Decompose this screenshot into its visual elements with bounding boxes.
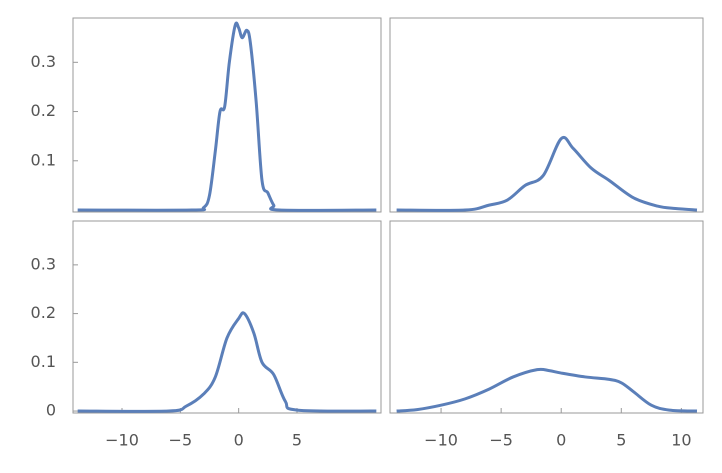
density-line xyxy=(77,21,377,212)
density-line xyxy=(396,136,698,212)
y-tick-label: 0.2 xyxy=(31,303,56,322)
y-tick-label: 0.3 xyxy=(31,52,56,71)
y-tick-label: 0.1 xyxy=(31,150,56,169)
y-tick-label: 0.2 xyxy=(31,101,56,120)
density-line xyxy=(77,311,377,413)
x-tick-label: 5 xyxy=(616,431,626,450)
panel-frame xyxy=(72,220,382,414)
panel-frame xyxy=(389,17,704,213)
x-tick-label: 0 xyxy=(556,431,566,450)
y-tick-label: 0 xyxy=(46,401,56,420)
x-tick-label: −5 xyxy=(489,431,513,450)
x-tick-label: 10 xyxy=(671,431,691,450)
density-line xyxy=(396,367,698,413)
x-tick-label: 0 xyxy=(234,431,244,450)
x-tick-label: 5 xyxy=(292,431,302,450)
y-tick-label: 0.1 xyxy=(31,352,56,371)
x-tick-label: −10 xyxy=(424,431,458,450)
x-tick-label: −10 xyxy=(105,431,139,450)
panel-frame xyxy=(72,17,382,213)
y-tick-label: 0.3 xyxy=(31,254,56,273)
panel-frame xyxy=(389,220,704,414)
x-tick-label: −5 xyxy=(169,431,193,450)
